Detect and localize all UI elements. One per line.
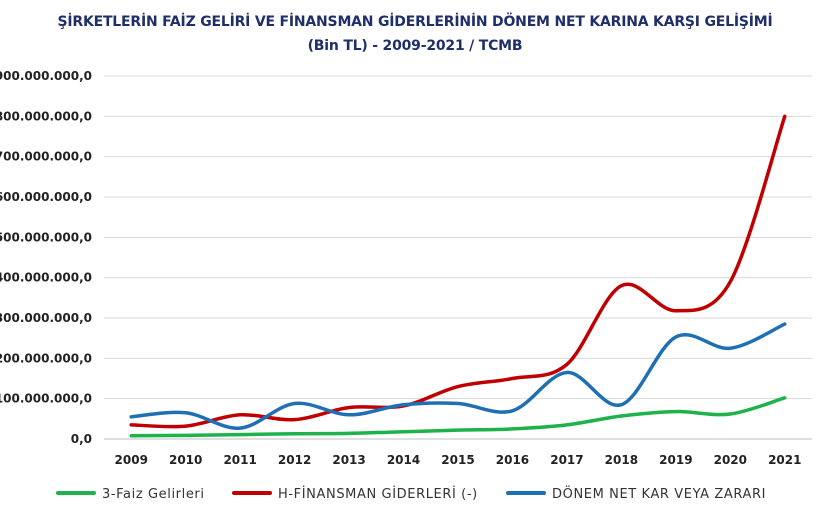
series-lines (129, 114, 787, 438)
y-tick-label: 300.000.000,0 (0, 311, 92, 325)
x-tick-label: 2017 (550, 453, 583, 467)
series-line-faiz-gelirleri (129, 396, 787, 438)
x-tick-label: 2020 (714, 453, 747, 467)
x-tick-label: 2011 (223, 453, 256, 467)
chart-title: ŞİRKETLERİN FAİZ GELİRİ VE FİNANSMAN GİD… (57, 14, 773, 30)
legend-label: DÖNEM NET KAR VEYA ZARARI (552, 485, 766, 502)
series-line-donem-net-kar (129, 322, 787, 430)
y-tick-label: 500.000.000,0 (0, 230, 92, 244)
series-line-finansman-giderleri (129, 114, 787, 429)
x-tick-label: 2013 (332, 453, 365, 467)
legend-item: H-FİNANSMAN GİDERLERİ (-) (232, 486, 478, 502)
y-tick-label: 400.000.000,0 (0, 271, 92, 285)
chart-subtitle: (Bin TL) - 2009-2021 / TCMB (307, 38, 523, 54)
x-tick-label: 2010 (169, 453, 202, 467)
x-tick-label: 2015 (441, 453, 474, 467)
y-tick-label: 100.000.000,0 (0, 392, 92, 406)
legend-item: DÖNEM NET KAR VEYA ZARARI (506, 485, 766, 502)
x-axis-ticks: 2009 2010 2011 2012 2013 2014 2015 2016 2017 2018… (115, 453, 802, 467)
legend-label: 3-Faiz Gelirleri (102, 487, 205, 502)
x-tick-label: 2012 (278, 453, 311, 467)
y-tick-label: 0,0 (71, 432, 92, 446)
y-tick-label: 200.000.000,0 (0, 351, 92, 365)
x-tick-label: 2019 (659, 453, 692, 467)
x-tick-label: 2016 (496, 453, 529, 467)
gridlines (104, 75, 812, 440)
legend: 3-Faiz Gelirleri H-FİNANSMAN GİDERLERİ (-… (56, 485, 766, 502)
y-tick-label: 600.000.000,0 (0, 190, 92, 204)
y-axis-ticks: 0,0 100.000.000,0 200.000.000,0 300.000.000… (0, 69, 92, 446)
legend-item: 3-Faiz Gelirleri (56, 487, 205, 502)
y-tick-label: 900.000.000,0 (0, 69, 92, 83)
y-tick-label: 800.000.000,0 (0, 109, 92, 123)
x-tick-label: 2018 (605, 453, 638, 467)
legend-label: H-FİNANSMAN GİDERLERİ (-) (278, 486, 478, 502)
x-tick-label: 2014 (387, 453, 420, 467)
x-tick-label: 2021 (768, 453, 801, 467)
x-tick-label: 2009 (115, 453, 148, 467)
y-tick-label: 700.000.000,0 (0, 150, 92, 164)
